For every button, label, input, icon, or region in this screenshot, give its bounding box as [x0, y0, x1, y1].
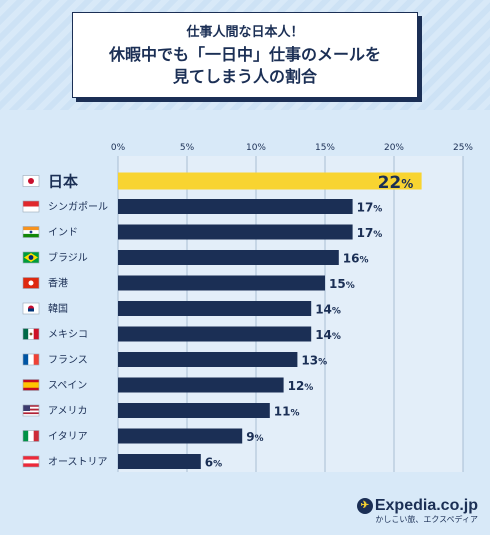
mexico-flag-icon	[22, 328, 40, 340]
category-label: 日本	[48, 173, 78, 191]
logo-text: Expedia.co.jp	[374, 497, 478, 514]
value-label: 13%	[301, 354, 327, 368]
x-tick-label: 0%	[111, 143, 126, 153]
category-label: メキシコ	[48, 330, 88, 341]
title-line-3: 見てしまう人の割合	[172, 67, 317, 86]
bar	[118, 352, 298, 367]
title-box: 仕事人間な日本人！ 休暇中でも「一日中」仕事のメールを 見てしまう人の割合	[72, 12, 418, 98]
category-label: ブラジル	[48, 251, 88, 264]
bar	[118, 377, 284, 393]
category-label: オーストリア	[48, 456, 108, 468]
singapore-flag-icon	[22, 200, 40, 213]
bar	[118, 224, 353, 240]
korea-flag-icon	[22, 302, 40, 315]
value-label: 6%	[205, 456, 222, 470]
x-tick-label: 15%	[315, 143, 335, 153]
value-label: 11%	[274, 405, 300, 419]
category-label: シンガポール	[48, 201, 108, 213]
logo-tagline: かしこい旅、エクスペディア	[375, 515, 478, 524]
bar	[118, 403, 270, 418]
title-line-2: 休暇中でも「一日中」仕事のメールを	[108, 45, 381, 64]
category-label: スペイン	[48, 381, 87, 392]
category-label: 香港	[48, 278, 68, 290]
category-label: 韓国	[48, 303, 68, 315]
category-label: アメリカ	[48, 405, 88, 417]
value-label: 12%	[288, 379, 314, 393]
category-label: イタリア	[48, 431, 88, 443]
category-label: フランス	[48, 354, 88, 366]
india-flag-icon	[22, 226, 40, 238]
value-label: 17%	[357, 201, 383, 215]
value-label: 14%	[315, 328, 341, 342]
value-label: 14%	[315, 303, 341, 317]
bar	[118, 301, 312, 316]
title-line-1: 仕事人間な日本人！	[186, 25, 304, 40]
france-flag-icon	[22, 353, 40, 366]
value-label: 15%	[329, 277, 355, 291]
plane-icon: ✈	[356, 498, 373, 514]
hongkong-flag-icon	[22, 277, 40, 289]
x-tick-label: 10%	[246, 143, 266, 153]
bar	[118, 428, 243, 444]
value-label: 9%	[246, 430, 263, 444]
bar	[118, 172, 422, 190]
x-tick-label: 20%	[384, 143, 404, 153]
bar	[118, 275, 325, 291]
spain-flag-icon	[22, 379, 40, 391]
value-label: 17%	[357, 226, 383, 240]
value-label: 16%	[343, 252, 369, 266]
bar	[118, 199, 353, 214]
value-label: 22%	[378, 173, 414, 193]
bar	[118, 250, 339, 265]
category-label: インド	[48, 228, 78, 239]
x-tick-label: 25%	[453, 143, 473, 153]
italy-flag-icon	[22, 430, 40, 442]
x-tick-label: 5%	[180, 143, 195, 153]
bar	[118, 326, 312, 342]
austria-flag-icon	[22, 455, 40, 468]
usa-flag-icon	[22, 404, 40, 417]
expedia-logo: ✈ Expedia.co.jp かしこい旅、エクスペディア	[356, 497, 478, 525]
japan-flag-icon	[22, 175, 40, 187]
brazil-flag-icon	[22, 251, 40, 264]
bar	[118, 454, 201, 469]
